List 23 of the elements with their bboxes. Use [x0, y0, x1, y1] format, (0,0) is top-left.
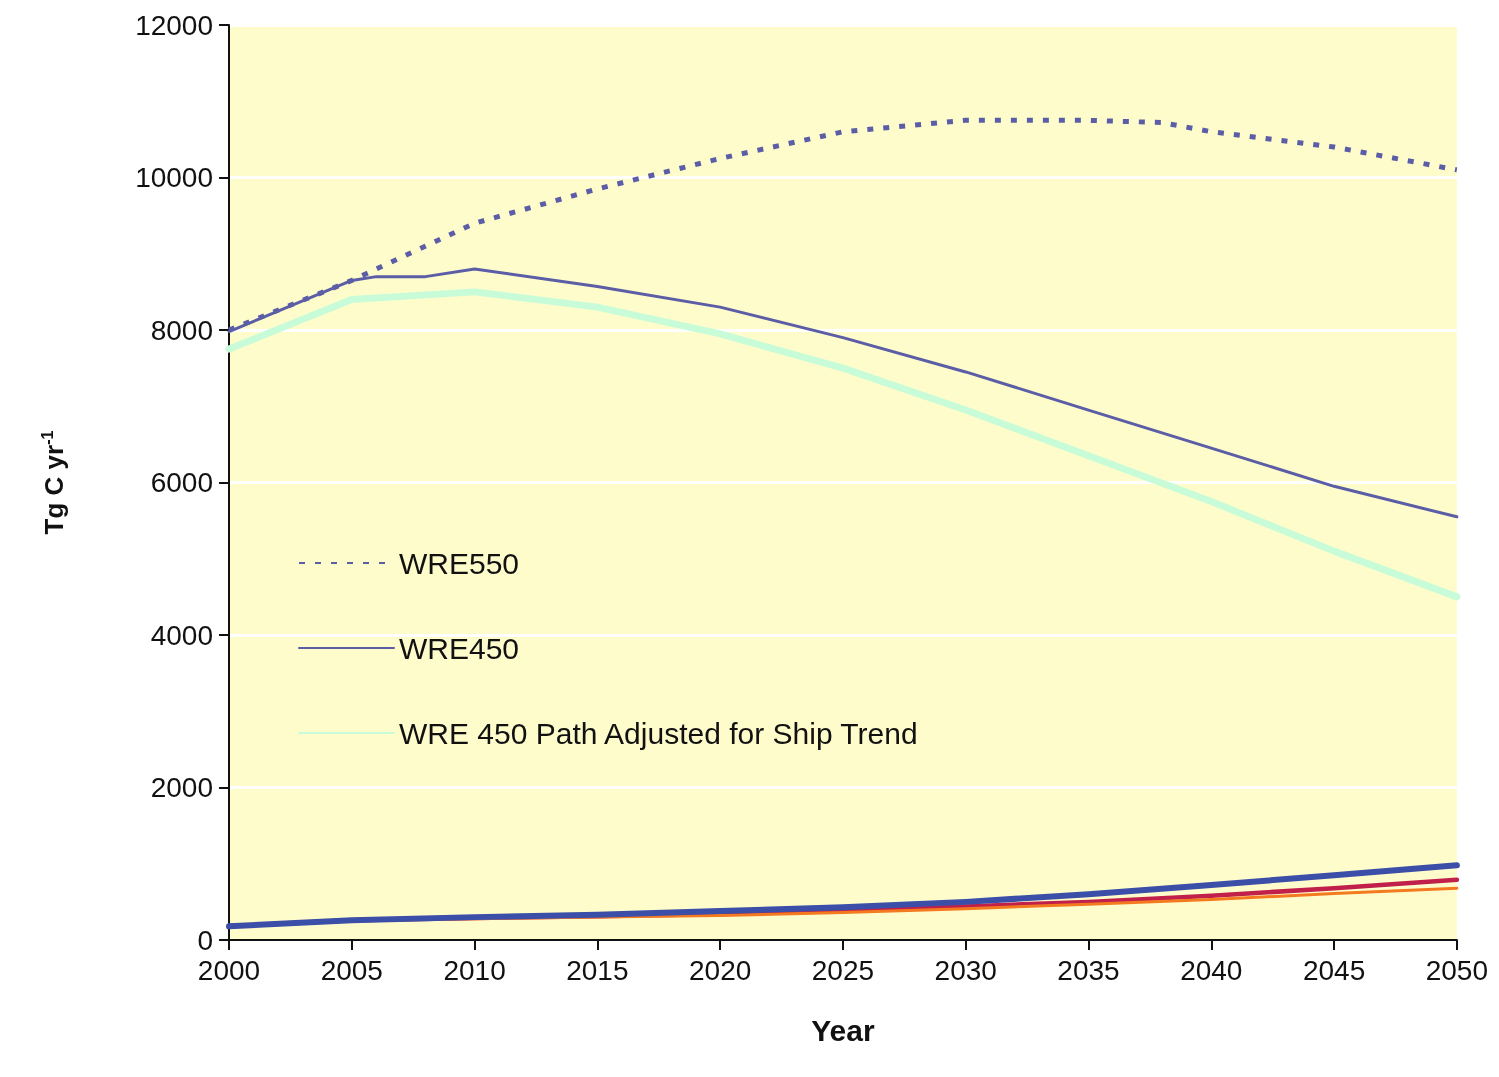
y-tick-label: 6000	[150, 467, 213, 498]
x-tick-label: 2040	[1180, 954, 1243, 986]
y-tick-label: 10000	[135, 162, 213, 193]
y-tick-label: 2000	[150, 772, 213, 803]
y-tick-label: 8000	[150, 314, 213, 346]
y-tick-label: 4000	[150, 619, 213, 651]
legend-label: WRE450	[399, 631, 520, 665]
x-tick-label: 2045	[1302, 954, 1366, 986]
x-tick-label: 2050	[1425, 954, 1488, 986]
x-tick-label: 2025	[811, 954, 875, 986]
y-axis-title: Tg C yr-1	[38, 430, 69, 535]
x-tick-label: 2030	[934, 954, 997, 986]
x-tick-label: 2000	[197, 954, 261, 986]
x-tick-label: 2015	[566, 954, 629, 986]
x-tick-label: 2020	[688, 954, 752, 986]
x-tick-label: 2010	[443, 954, 506, 986]
legend-label: WRE 450 Path Adjusted for Ship Trend	[399, 716, 918, 750]
y-tick-label: 12000	[135, 9, 213, 41]
y-tick-label: 0	[197, 924, 213, 956]
x-tick-label: 2035	[1057, 954, 1120, 986]
x-axis-title: Year	[811, 1013, 875, 1047]
x-tick-label: 2005	[320, 954, 383, 986]
legend-label: WRE550	[399, 546, 520, 580]
